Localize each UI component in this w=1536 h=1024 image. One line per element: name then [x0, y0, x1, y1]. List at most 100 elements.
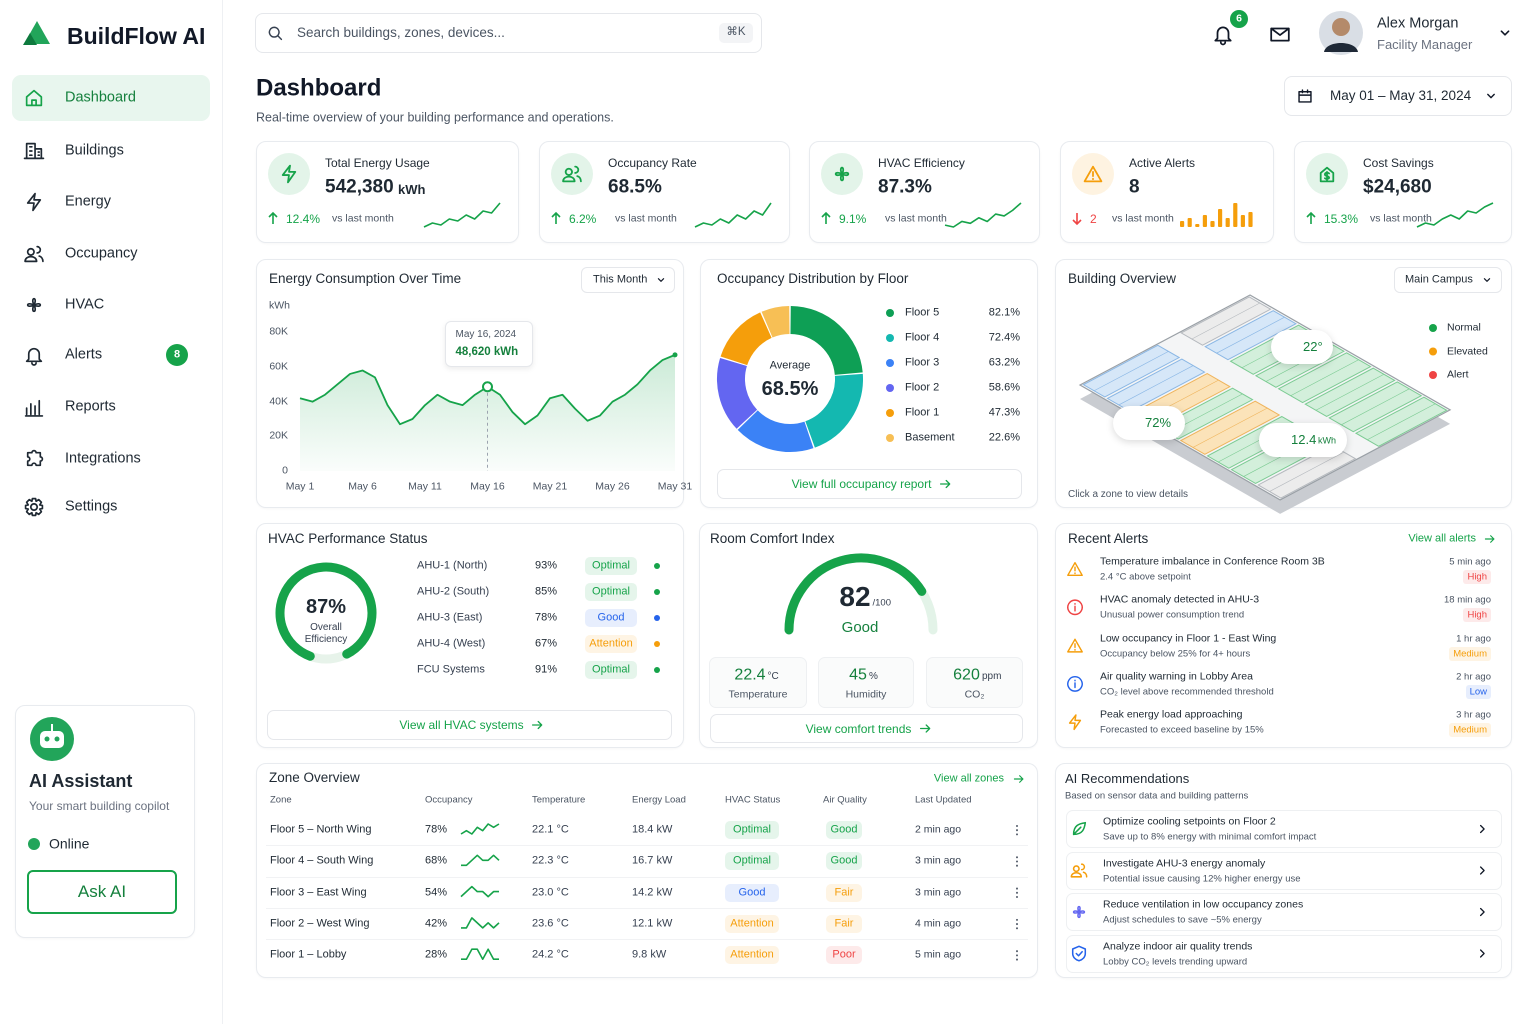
zone-hvac-bg	[725, 821, 779, 839]
hvac-link[interactable]: View all HVAC systems	[399, 717, 524, 732]
recs-title: AI Recommendations	[1065, 771, 1190, 787]
severity-bg	[1463, 608, 1491, 623]
zone-hvac: Attention	[730, 917, 774, 930]
zone-occupancy: 78%	[425, 823, 448, 836]
metric-value: 22.4	[734, 666, 766, 684]
legend-label: Floor 2	[905, 381, 940, 394]
y-tick-label: 60K	[269, 360, 288, 373]
system-name: AHU-3 (East)	[417, 611, 483, 624]
alert-time: 3 hr ago	[1456, 709, 1491, 721]
nav-label[interactable]: HVAC	[65, 296, 105, 313]
nav-label[interactable]: Settings	[65, 498, 118, 515]
comfort-link[interactable]: View comfort trends	[805, 721, 912, 736]
column-header: Temperature	[532, 794, 586, 806]
system-name: AHU-2 (South)	[417, 585, 490, 598]
nav-label[interactable]: Dashboard	[65, 89, 136, 106]
nav-label[interactable]: Reports	[65, 398, 116, 415]
zones-link[interactable]: View all zones	[933, 772, 1004, 785]
date-range[interactable]: May 01 – May 31, 2024	[1330, 87, 1472, 103]
system-name: AHU-4 (West)	[417, 637, 486, 650]
nav-item[interactable]	[12, 179, 210, 225]
zone-hvac: Attention	[730, 948, 774, 961]
nav-item[interactable]	[12, 75, 210, 121]
zone-hvac-bg	[725, 883, 779, 902]
ask-button-label[interactable]: Ask AI	[77, 881, 127, 901]
tooltip-value: 48,620 kWh	[455, 345, 519, 358]
alert-detail: Occupancy below 25% for 4+ hours	[1100, 647, 1251, 659]
building-filter[interactable]	[1394, 267, 1502, 293]
system-status-bg	[585, 557, 637, 575]
kpi-value: 8	[1129, 176, 1140, 198]
sidebar-border	[222, 0, 223, 1024]
y-tick-label: 40K	[269, 395, 288, 408]
rec-detail: Potential issue causing 12% higher energ…	[1103, 872, 1301, 884]
alert-time: 1 hr ago	[1456, 632, 1491, 644]
legend-value: 72.4%	[988, 331, 1020, 344]
nav-label[interactable]: Occupancy	[65, 245, 138, 262]
zone-updated: 2 min ago	[915, 823, 962, 836]
kpi-change: 12.4%	[286, 211, 321, 226]
rec-item[interactable]	[1066, 851, 1502, 890]
zone-air: Fair	[834, 886, 854, 898]
alert-time: 18 min ago	[1443, 594, 1491, 606]
kpi-change: 15.3%	[1324, 211, 1359, 226]
brand: BuildFlow AI	[67, 23, 206, 50]
legend-value: 22.6%	[988, 431, 1020, 444]
rec-item[interactable]	[1066, 893, 1502, 931]
y-tick-label: 20K	[269, 430, 288, 443]
alert-title: Peak energy load approaching	[1100, 708, 1243, 721]
rec-title[interactable]: Analyze indoor air quality trends	[1103, 940, 1253, 953]
nav-label[interactable]: Buildings	[65, 142, 124, 159]
rec-title[interactable]: Optimize cooling setpoints on Floor 2	[1103, 815, 1276, 828]
zone-air: Poor	[832, 948, 856, 961]
energy-filter[interactable]	[581, 267, 675, 293]
severity-bg	[1449, 723, 1491, 738]
nav-item[interactable]	[12, 332, 210, 378]
ask-button[interactable]	[27, 870, 177, 914]
severity-bg	[1463, 570, 1491, 584]
kpi-value: $24,680	[1363, 176, 1432, 198]
energy-filter-label[interactable]: This Month	[593, 273, 648, 286]
occupancy-link[interactable]: View full occupancy report	[791, 476, 932, 491]
nav-label[interactable]: Integrations	[65, 450, 141, 467]
occupancy-link-button[interactable]	[717, 469, 1022, 499]
nav-label[interactable]: Energy	[65, 193, 111, 210]
zone-hvac: Optimal	[733, 823, 771, 836]
zone-occupancy: 42%	[425, 917, 448, 930]
hvac-link-button[interactable]	[267, 710, 672, 740]
rec-item[interactable]	[1066, 934, 1502, 973]
date-picker[interactable]	[1284, 76, 1512, 116]
kpi-label: Occupancy Rate	[608, 155, 697, 170]
zone-air-bg	[826, 946, 862, 965]
system-value: 85%	[535, 585, 558, 598]
rec-title[interactable]: Reduce ventilation in low occupancy zone…	[1103, 898, 1304, 911]
metric-value: 620	[953, 666, 980, 684]
zone-occupancy: 54%	[425, 886, 448, 898]
system-name: AHU-1 (North)	[417, 559, 488, 572]
metric-box	[709, 657, 807, 708]
x-tick-label: May 31	[657, 480, 693, 493]
rec-title[interactable]: Investigate AHU-3 energy anomaly	[1103, 857, 1266, 870]
alert-title: HVAC anomaly detected in AHU-3	[1100, 594, 1260, 606]
zone-occupancy: 28%	[425, 948, 448, 961]
alerts-link[interactable]: View all alerts	[1408, 532, 1476, 545]
search-placeholder: Search buildings, zones, devices...	[297, 24, 505, 40]
hvac-title: HVAC Performance Status	[268, 530, 428, 546]
system-status: Optimal	[592, 559, 630, 572]
rec-item[interactable]	[1066, 810, 1502, 848]
alert-severity: Low	[1469, 686, 1487, 698]
comfort-link-button[interactable]	[710, 714, 1023, 743]
severity-bg	[1466, 684, 1491, 699]
kpi-compare: vs last month	[1112, 212, 1174, 225]
assistant-title: AI Assistant	[29, 771, 133, 792]
search-box[interactable]	[255, 13, 762, 53]
metric-unit: ppm	[982, 671, 1002, 682]
x-tick-label: May 6	[348, 480, 377, 493]
building-filter-label[interactable]: Main Campus	[1405, 273, 1473, 286]
column-header: Energy Load	[632, 794, 686, 806]
nav-item[interactable]	[12, 282, 210, 328]
system-value: 78%	[535, 611, 558, 624]
nav-label[interactable]: Alerts	[65, 346, 103, 363]
alert-severity: Medium	[1453, 647, 1487, 659]
